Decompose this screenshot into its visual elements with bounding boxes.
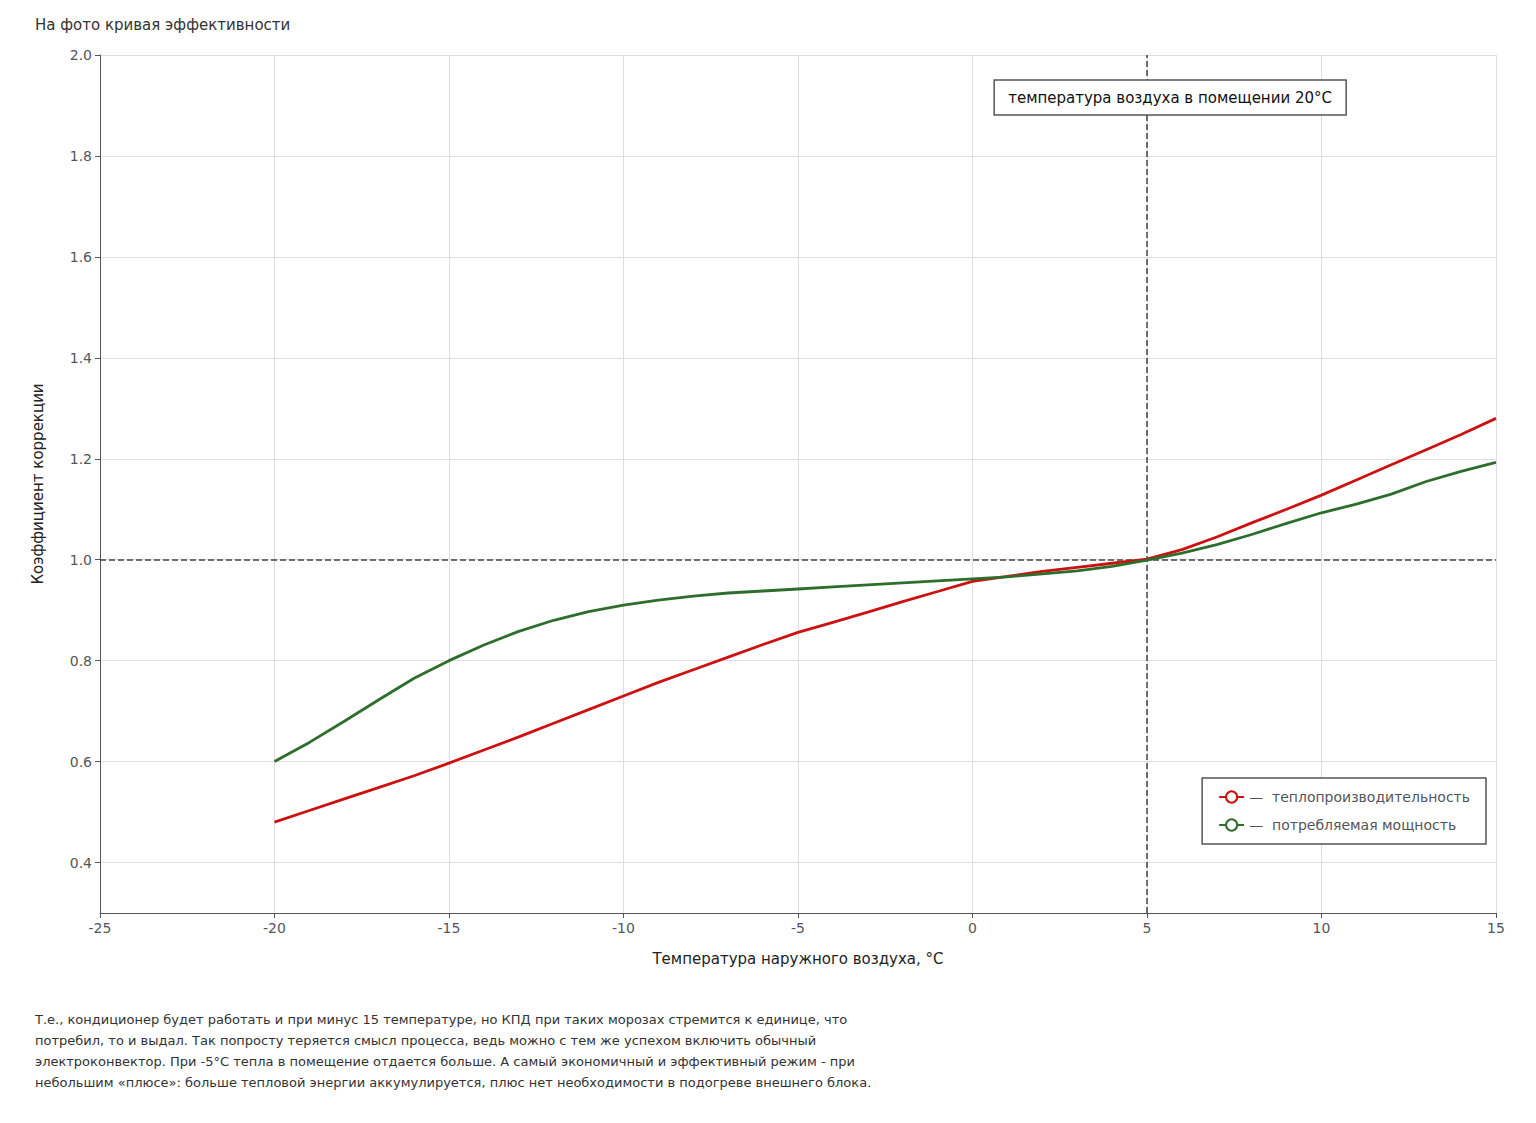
svg-text:10: 10 xyxy=(1313,920,1331,936)
svg-text:1.0: 1.0 xyxy=(70,552,92,568)
svg-text:0.8: 0.8 xyxy=(70,653,92,669)
svg-text:небольшим «плюсе»: больше тепл: небольшим «плюсе»: больше тепловой энерг… xyxy=(35,1075,871,1090)
svg-text:-10: -10 xyxy=(612,920,635,936)
svg-text:Температура наружного воздуха,: Температура наружного воздуха, °С xyxy=(651,950,943,968)
svg-text:2.0: 2.0 xyxy=(70,47,92,63)
svg-text:15: 15 xyxy=(1487,920,1505,936)
svg-text:1.8: 1.8 xyxy=(70,148,92,164)
svg-text:5: 5 xyxy=(1143,920,1152,936)
svg-text:электроконвектор. При -5°С теп: электроконвектор. При -5°С тепла в помещ… xyxy=(35,1054,855,1069)
svg-text:1.2: 1.2 xyxy=(70,451,92,467)
svg-text:-15: -15 xyxy=(438,920,461,936)
svg-text:-5: -5 xyxy=(791,920,805,936)
svg-text:потребил, то и выдал. Так попр: потребил, то и выдал. Так попросту теряе… xyxy=(35,1033,816,1048)
svg-text:0.6: 0.6 xyxy=(70,754,92,770)
svg-text:-25: -25 xyxy=(89,920,112,936)
svg-text:— потребляемая мощность: — потребляемая мощность xyxy=(1249,817,1456,833)
svg-text:-20: -20 xyxy=(263,920,286,936)
svg-text:0: 0 xyxy=(968,920,977,936)
svg-text:— теплопроизводительность: — теплопроизводительность xyxy=(1249,789,1470,805)
svg-text:0.4: 0.4 xyxy=(70,855,92,871)
svg-text:Т.е., кондиционер будет работа: Т.е., кондиционер будет работать и при м… xyxy=(34,1012,847,1027)
svg-text:На фото кривая эффективности: На фото кривая эффективности xyxy=(35,16,290,34)
svg-text:1.4: 1.4 xyxy=(70,350,92,366)
svg-text:Коэффициент коррекции: Коэффициент коррекции xyxy=(29,383,47,584)
svg-text:температура воздуха в помещени: температура воздуха в помещении 20°С xyxy=(1008,89,1332,107)
svg-text:1.6: 1.6 xyxy=(70,249,92,265)
